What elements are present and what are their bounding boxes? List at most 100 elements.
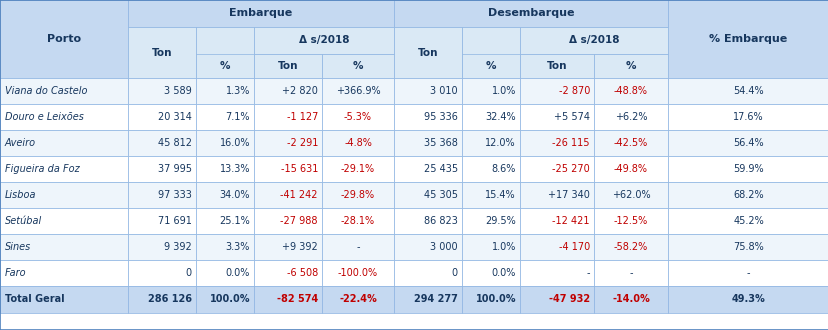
Bar — [519, 286, 594, 313]
Text: +2 820: +2 820 — [282, 86, 318, 96]
Text: 3 010: 3 010 — [430, 86, 457, 96]
Bar — [321, 130, 393, 156]
Bar — [195, 27, 253, 78]
Text: 17.6%: 17.6% — [732, 112, 763, 122]
Text: -: - — [356, 242, 359, 252]
Bar — [128, 234, 195, 260]
Text: Ton: Ton — [546, 61, 566, 71]
Text: -2 291: -2 291 — [286, 138, 318, 148]
Bar — [594, 54, 667, 78]
Bar — [253, 260, 321, 286]
Bar — [253, 104, 321, 130]
Bar — [461, 260, 519, 286]
Bar — [519, 27, 667, 54]
Text: 56.4%: 56.4% — [732, 138, 763, 148]
Text: %: % — [353, 61, 363, 71]
Text: Faro: Faro — [5, 268, 26, 278]
Bar — [594, 104, 667, 130]
Bar — [461, 78, 519, 104]
Bar — [0, 234, 128, 260]
Text: -4.8%: -4.8% — [344, 138, 372, 148]
Bar — [195, 260, 253, 286]
Bar — [128, 27, 195, 78]
Text: 294 277: 294 277 — [414, 294, 457, 305]
Text: -2 870: -2 870 — [558, 86, 590, 96]
Text: -100.0%: -100.0% — [338, 268, 378, 278]
Text: -48.8%: -48.8% — [614, 86, 647, 96]
Bar — [195, 182, 253, 208]
Bar — [461, 208, 519, 234]
Text: -28.1%: -28.1% — [340, 216, 374, 226]
Text: Δ s/2018: Δ s/2018 — [568, 36, 619, 46]
Bar — [128, 78, 195, 104]
Bar — [195, 78, 253, 104]
Bar — [321, 208, 393, 234]
Text: 8.6%: 8.6% — [491, 164, 515, 174]
Text: -6 508: -6 508 — [286, 268, 318, 278]
Text: -26 115: -26 115 — [551, 138, 590, 148]
Text: 75.8%: 75.8% — [732, 242, 763, 252]
Text: -: - — [746, 268, 749, 278]
Text: -12.5%: -12.5% — [614, 216, 647, 226]
Text: Viana do Castelo: Viana do Castelo — [5, 86, 88, 96]
Text: -29.8%: -29.8% — [340, 190, 374, 200]
Text: 71 691: 71 691 — [158, 216, 192, 226]
Text: -58.2%: -58.2% — [614, 242, 647, 252]
Text: 3 000: 3 000 — [430, 242, 457, 252]
Text: Ton: Ton — [417, 48, 438, 57]
Bar — [519, 104, 594, 130]
Bar — [195, 156, 253, 182]
Text: 1.0%: 1.0% — [491, 86, 515, 96]
Bar — [253, 130, 321, 156]
Bar — [667, 130, 828, 156]
Bar — [321, 234, 393, 260]
Bar — [667, 0, 828, 78]
Bar — [461, 130, 519, 156]
Bar — [253, 27, 393, 54]
Text: Lisboa: Lisboa — [5, 190, 36, 200]
Text: -49.8%: -49.8% — [614, 164, 647, 174]
Bar — [667, 156, 828, 182]
Text: -5.3%: -5.3% — [344, 112, 372, 122]
Bar — [393, 130, 461, 156]
Bar — [393, 208, 461, 234]
Text: -1 127: -1 127 — [286, 112, 318, 122]
Bar — [0, 130, 128, 156]
Text: 16.0%: 16.0% — [219, 138, 250, 148]
Text: 95 336: 95 336 — [424, 112, 457, 122]
Text: 0: 0 — [451, 268, 457, 278]
Text: -25 270: -25 270 — [551, 164, 590, 174]
Bar — [461, 104, 519, 130]
Text: -27 988: -27 988 — [280, 216, 318, 226]
Bar — [321, 286, 393, 313]
Text: -: - — [585, 268, 590, 278]
Bar — [321, 104, 393, 130]
Bar — [0, 0, 128, 78]
Text: -29.1%: -29.1% — [340, 164, 374, 174]
Bar — [321, 260, 393, 286]
Bar — [195, 104, 253, 130]
Bar — [594, 78, 667, 104]
Text: 29.5%: 29.5% — [484, 216, 515, 226]
Bar — [253, 234, 321, 260]
Text: %: % — [625, 61, 635, 71]
Bar — [519, 182, 594, 208]
Bar — [594, 182, 667, 208]
Text: 9 392: 9 392 — [164, 242, 192, 252]
Text: 97 333: 97 333 — [158, 190, 192, 200]
Text: 13.3%: 13.3% — [219, 164, 250, 174]
Text: Douro e Leixões: Douro e Leixões — [5, 112, 84, 122]
Bar — [594, 208, 667, 234]
Bar — [519, 78, 594, 104]
Bar — [667, 208, 828, 234]
Text: Δ s/2018: Δ s/2018 — [298, 36, 349, 46]
Bar — [195, 286, 253, 313]
Text: Figueira da Foz: Figueira da Foz — [5, 164, 79, 174]
Text: 0.0%: 0.0% — [491, 268, 515, 278]
Text: +17 340: +17 340 — [547, 190, 590, 200]
Bar — [393, 260, 461, 286]
Bar — [594, 156, 667, 182]
Bar — [128, 260, 195, 286]
Bar — [128, 286, 195, 313]
Text: 3 589: 3 589 — [164, 86, 192, 96]
